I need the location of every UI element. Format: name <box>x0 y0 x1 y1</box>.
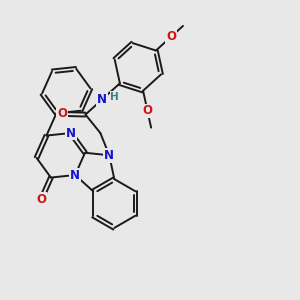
Text: O: O <box>142 104 152 118</box>
Text: O: O <box>36 193 46 206</box>
Text: N: N <box>104 149 114 162</box>
Text: N: N <box>66 127 76 140</box>
Text: O: O <box>166 30 176 43</box>
Text: O: O <box>57 107 67 121</box>
Text: N: N <box>70 169 80 182</box>
Text: H: H <box>110 92 119 102</box>
Text: N: N <box>97 93 107 106</box>
